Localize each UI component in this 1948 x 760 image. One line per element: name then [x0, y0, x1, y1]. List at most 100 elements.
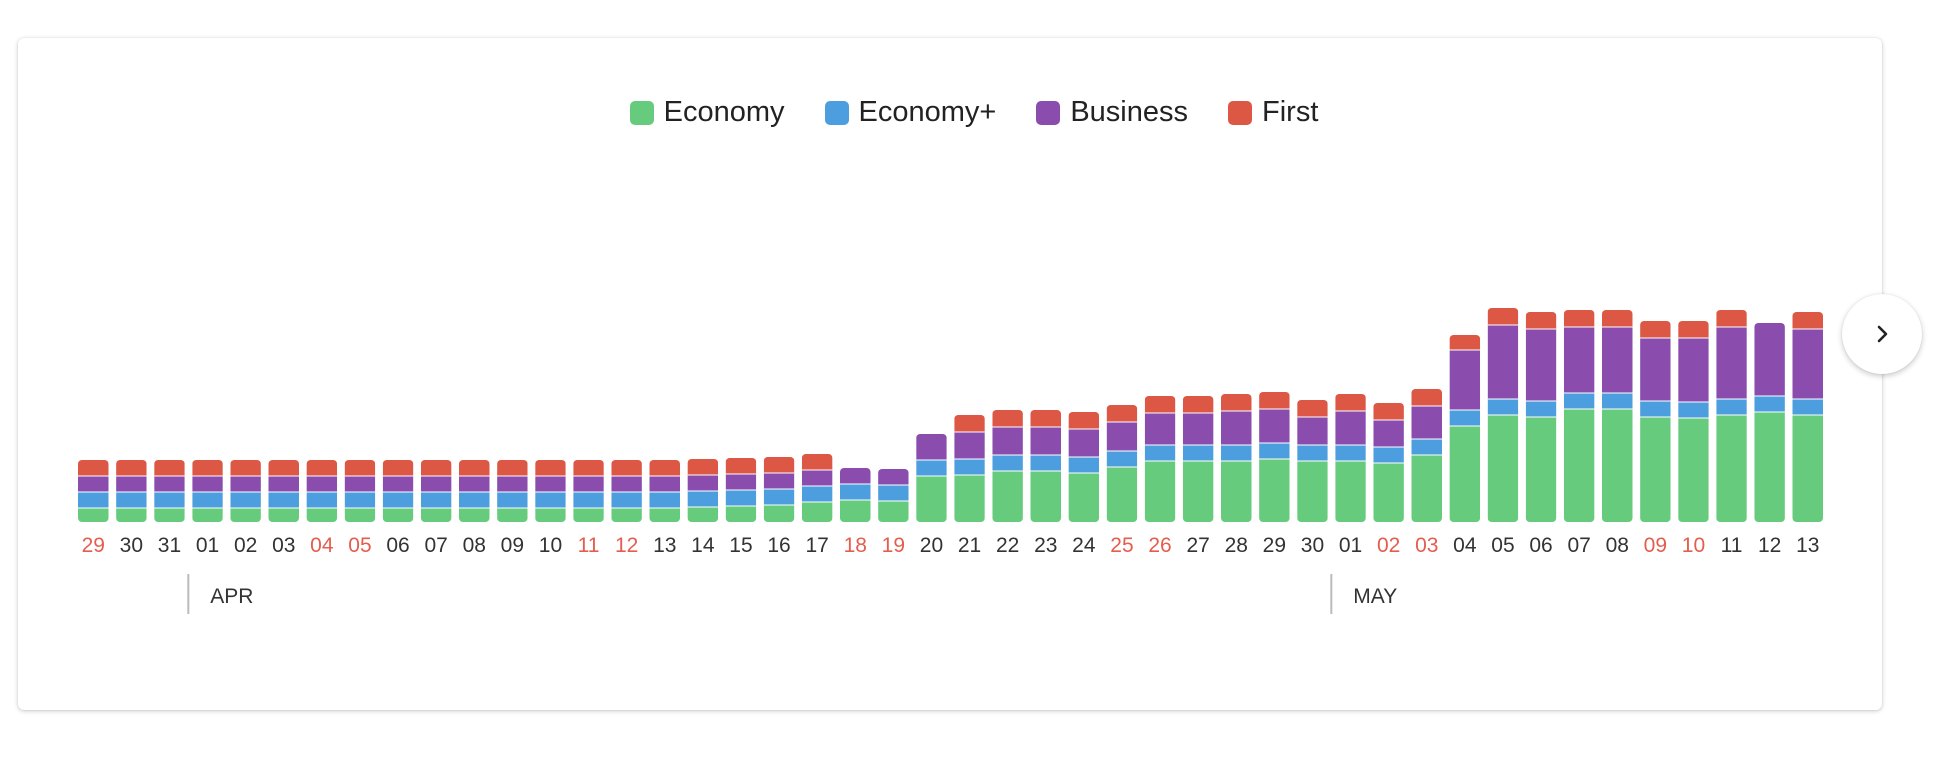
legend-item-first[interactable]: First	[1228, 96, 1318, 129]
bar-segment-economy-plus[interactable]	[1792, 399, 1824, 415]
bar-segment-first[interactable]	[1678, 321, 1709, 338]
bar-segment-economy[interactable]	[1411, 455, 1443, 522]
bar-segment-first[interactable]	[1792, 312, 1824, 329]
bar-segment-economy-plus[interactable]	[916, 460, 947, 476]
bar-segment-economy-plus[interactable]	[649, 492, 681, 508]
legend-item-business[interactable]: Business	[1036, 96, 1188, 129]
bar-segment-first[interactable]	[1563, 310, 1595, 327]
bar-segment-business[interactable]	[1221, 411, 1252, 445]
bar-segment-economy[interactable]	[878, 501, 909, 522]
bar-segment-first[interactable]	[1030, 410, 1062, 427]
bar-segment-economy[interactable]	[954, 475, 985, 522]
bar-segment-economy[interactable]	[268, 508, 300, 522]
bar-segment-economy-plus[interactable]	[1525, 401, 1557, 417]
bar-segment-economy-plus[interactable]	[497, 492, 528, 508]
bar-segment-business[interactable]	[801, 470, 833, 486]
bar-segment-economy-plus[interactable]	[1449, 410, 1481, 426]
bar-segment-first[interactable]	[763, 457, 795, 473]
bar-segment-economy-plus[interactable]	[1754, 396, 1785, 412]
bar-segment-first[interactable]	[154, 460, 185, 476]
bar-segment-business[interactable]	[1716, 327, 1747, 399]
bar-segment-business[interactable]	[878, 469, 909, 485]
bar-segment-economy-plus[interactable]	[154, 492, 185, 508]
bar-segment-economy[interactable]	[1716, 415, 1747, 522]
bar-segment-economy[interactable]	[459, 508, 490, 522]
bar-segment-economy[interactable]	[1602, 409, 1633, 522]
bar-segment-first[interactable]	[306, 460, 338, 476]
bar-segment-economy-plus[interactable]	[420, 492, 452, 508]
bar-segment-economy[interactable]	[420, 508, 452, 522]
bar-segment-economy[interactable]	[1373, 463, 1404, 522]
bar-segment-business[interactable]	[230, 476, 261, 492]
bar-segment-economy-plus[interactable]	[344, 492, 376, 508]
bar-segment-economy-plus[interactable]	[840, 484, 871, 500]
bar-segment-first[interactable]	[1373, 403, 1404, 420]
bar-segment-economy[interactable]	[992, 471, 1023, 522]
bar-segment-first[interactable]	[382, 460, 414, 476]
bar-segment-economy-plus[interactable]	[1563, 393, 1595, 409]
bar-segment-business[interactable]	[535, 476, 566, 492]
bar-segment-business[interactable]	[1259, 409, 1290, 443]
bar-segment-economy-plus[interactable]	[192, 492, 223, 508]
bar-segment-economy-plus[interactable]	[687, 491, 719, 507]
bar-segment-economy-plus[interactable]	[1259, 443, 1290, 459]
bar-segment-first[interactable]	[1182, 396, 1214, 413]
bar-segment-business[interactable]	[992, 427, 1023, 455]
bar-segment-economy[interactable]	[1068, 473, 1100, 522]
bar-segment-first[interactable]	[344, 460, 376, 476]
bar-segment-first[interactable]	[1525, 312, 1557, 329]
bar-segment-business[interactable]	[687, 475, 719, 491]
bar-segment-economy[interactable]	[1030, 471, 1062, 522]
bar-segment-first[interactable]	[192, 460, 223, 476]
bar-segment-economy[interactable]	[1297, 461, 1328, 522]
bar-segment-business[interactable]	[573, 476, 604, 492]
bar-segment-economy-plus[interactable]	[78, 492, 109, 508]
bar-segment-business[interactable]	[268, 476, 300, 492]
bar-segment-business[interactable]	[382, 476, 414, 492]
bar-segment-first[interactable]	[687, 459, 719, 475]
bar-segment-business[interactable]	[725, 474, 757, 490]
bar-segment-first[interactable]	[649, 460, 681, 476]
bar-segment-first[interactable]	[1411, 389, 1443, 406]
bar-segment-first[interactable]	[725, 458, 757, 474]
bar-segment-economy-plus[interactable]	[611, 492, 642, 508]
bar-segment-economy[interactable]	[382, 508, 414, 522]
bar-segment-economy[interactable]	[1106, 467, 1138, 522]
bar-segment-business[interactable]	[459, 476, 490, 492]
bar-segment-first[interactable]	[1297, 400, 1328, 417]
bar-segment-economy-plus[interactable]	[1068, 457, 1100, 473]
bar-segment-first[interactable]	[535, 460, 566, 476]
bar-segment-economy-plus[interactable]	[954, 459, 985, 475]
bar-segment-economy-plus[interactable]	[1602, 393, 1633, 409]
bar-segment-first[interactable]	[992, 410, 1023, 427]
bar-segment-first[interactable]	[801, 454, 833, 470]
bar-segment-business[interactable]	[763, 473, 795, 489]
bar-segment-first[interactable]	[1449, 335, 1481, 350]
bar-segment-business[interactable]	[78, 476, 109, 492]
bar-segment-business[interactable]	[1030, 427, 1062, 455]
legend-item-economy-plus[interactable]: Economy+	[824, 96, 996, 129]
bar-segment-business[interactable]	[1449, 350, 1481, 410]
bar-segment-economy-plus[interactable]	[1487, 399, 1519, 415]
bar-segment-economy[interactable]	[763, 505, 795, 522]
bar-segment-business[interactable]	[1754, 323, 1785, 396]
bar-segment-business[interactable]	[1487, 325, 1519, 399]
bar-segment-economy-plus[interactable]	[1678, 402, 1709, 418]
bar-segment-business[interactable]	[1411, 406, 1443, 439]
bar-segment-economy-plus[interactable]	[230, 492, 261, 508]
bar-segment-business[interactable]	[497, 476, 528, 492]
bar-segment-first[interactable]	[954, 415, 985, 432]
bar-segment-business[interactable]	[916, 434, 947, 460]
bar-segment-first[interactable]	[497, 460, 528, 476]
bar-segment-economy[interactable]	[116, 508, 147, 522]
bar-segment-business[interactable]	[1182, 413, 1214, 445]
bar-segment-business[interactable]	[1297, 417, 1328, 445]
bar-segment-economy-plus[interactable]	[573, 492, 604, 508]
bar-segment-economy-plus[interactable]	[1106, 451, 1138, 467]
bar-segment-business[interactable]	[116, 476, 147, 492]
bar-segment-business[interactable]	[954, 432, 985, 459]
bar-segment-first[interactable]	[230, 460, 261, 476]
bar-segment-economy[interactable]	[1792, 415, 1824, 522]
bar-segment-first[interactable]	[1487, 308, 1519, 325]
bar-segment-economy-plus[interactable]	[992, 455, 1023, 471]
